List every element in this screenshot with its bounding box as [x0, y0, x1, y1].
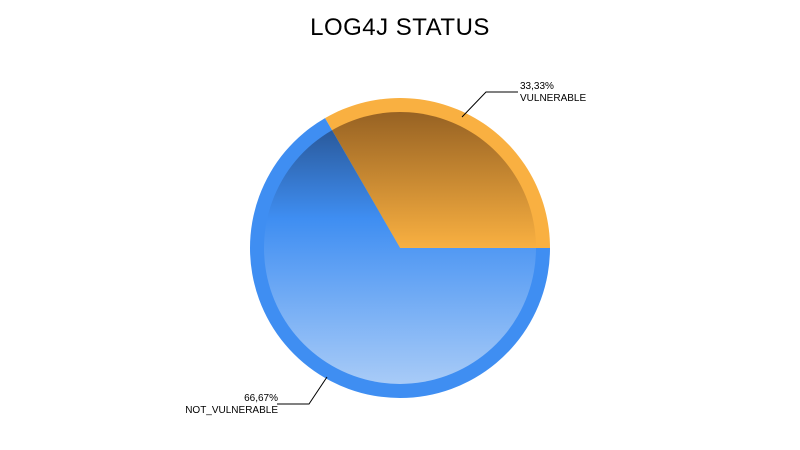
data-label-category: NOT_VULNERABLE [185, 405, 278, 416]
chart-title: LOG4J STATUS [310, 14, 490, 41]
data-label-percent: 33,33% [520, 81, 554, 92]
data-label-percent: 66,67% [244, 393, 278, 404]
leader-line-not-vulnerable [277, 376, 328, 405]
pie-slice-vulnerable[interactable] [332, 112, 536, 248]
leader-line-vulnerable [461, 91, 518, 118]
pie-slice-not-vulnerable[interactable] [264, 130, 536, 384]
data-label-category: VULNERABLE [520, 93, 586, 104]
